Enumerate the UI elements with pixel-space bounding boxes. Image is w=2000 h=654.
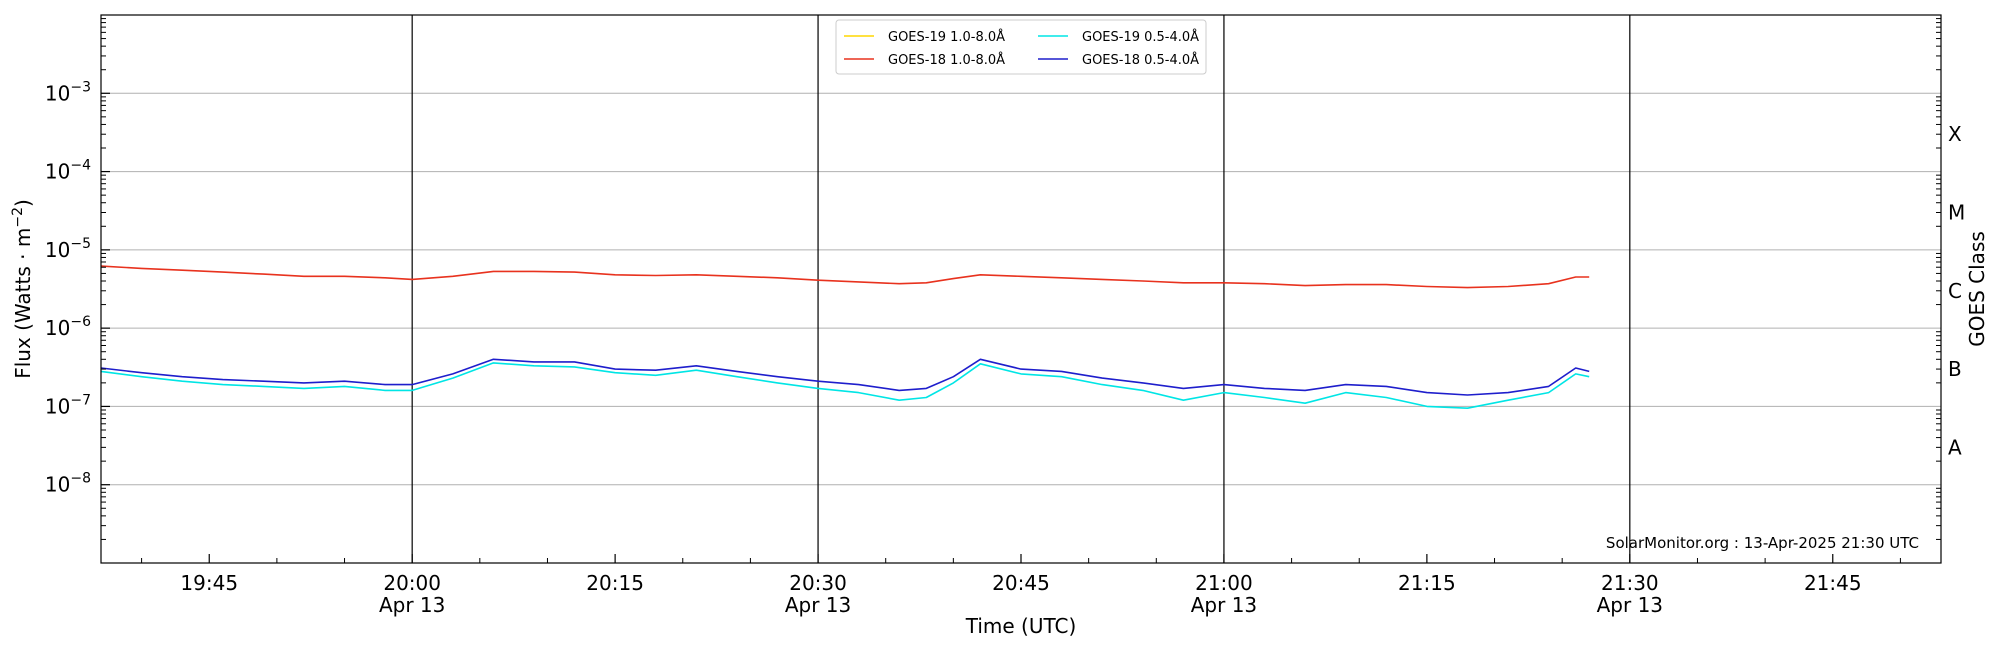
series-line <box>100 362 1590 409</box>
y-tick-label: 10−7 <box>45 392 91 418</box>
x-tick-date: Apr 13 <box>379 593 445 617</box>
x-axis-label: Time (UTC) <box>965 614 1077 638</box>
x-tick-label: 20:15 <box>586 571 644 595</box>
y-tick-base: 10 <box>45 238 70 262</box>
goes-class-label: X <box>1948 122 1962 146</box>
y-tick-exponent: −3 <box>70 79 91 95</box>
x-tick-label: 20:00 <box>383 571 441 595</box>
legend-label: GOES-18 1.0-8.0Å <box>888 52 1005 68</box>
x-tick-label: 19:45 <box>180 571 238 595</box>
series-line <box>100 358 1590 396</box>
goes-class-axis: X M C B A <box>1948 122 1965 459</box>
y-tick-base: 10 <box>45 316 70 340</box>
x-tick-date: Apr 13 <box>1191 593 1257 617</box>
x-tick-date: Apr 13 <box>1597 593 1663 617</box>
y-tick-exponent: −4 <box>70 158 91 174</box>
y-tick-base: 10 <box>45 160 70 184</box>
legend-label: GOES-19 1.0-8.0Å <box>888 29 1005 45</box>
plot-area <box>101 15 1941 563</box>
x-tick-label: 20:45 <box>992 571 1050 595</box>
goes-class-label: M <box>1948 201 1965 225</box>
y-tick-label: 10−6 <box>45 314 91 340</box>
y-tick-exponent: −5 <box>70 236 91 252</box>
goes-class-label: C <box>1948 279 1962 303</box>
x-tick-label: 21:15 <box>1398 571 1456 595</box>
y-tick-base: 10 <box>45 394 70 418</box>
x-tick-label: 21:45 <box>1804 571 1862 595</box>
y-tick-base: 10 <box>45 473 70 497</box>
grid-layer <box>101 92 1941 486</box>
y-axis-label-exponent: −2 <box>10 207 26 228</box>
series-line <box>100 265 1590 289</box>
y-tick-label: 10−5 <box>45 236 91 262</box>
goes-class-label: B <box>1948 357 1962 381</box>
legend: GOES-19 1.0-8.0Å GOES-18 1.0-8.0Å GOES-19 … <box>835 19 1207 75</box>
right-axis-label: GOES Class <box>1965 231 1989 347</box>
y-tick-exponent: −6 <box>70 314 91 330</box>
x-tick-date: Apr 13 <box>785 593 851 617</box>
footer-credit: SolarMonitor.org : 13-Apr-2025 21:30 UTC <box>1606 534 1919 552</box>
y-tick-exponent: −8 <box>70 471 91 487</box>
y-axis-label: Flux (Watts · m−2) <box>10 199 35 379</box>
legend-label: GOES-19 0.5-4.0Å <box>1082 29 1199 45</box>
x-tick-label: 20:30 <box>789 571 847 595</box>
series-layer <box>100 265 1590 409</box>
y-tick-label: 10−8 <box>45 471 91 497</box>
y-tick-exponent: −7 <box>70 392 91 408</box>
legend-box <box>835 19 1207 75</box>
legend-label: GOES-18 0.5-4.0Å <box>1082 52 1199 68</box>
x-tick-label: 21:00 <box>1195 571 1253 595</box>
y-axis-label-main: Flux (Watts · m <box>11 228 35 379</box>
y-axis: 10−810−710−610−510−410−3 <box>45 18 1941 540</box>
y-tick-base: 10 <box>45 81 70 105</box>
x-tick-label: 21:30 <box>1601 571 1659 595</box>
y-axis-label-close: ) <box>11 199 35 207</box>
goes-class-label: A <box>1948 435 1962 459</box>
vertical-marker-layer <box>411 15 1631 563</box>
y-tick-label: 10−3 <box>45 79 91 105</box>
y-tick-label: 10−4 <box>45 158 91 184</box>
